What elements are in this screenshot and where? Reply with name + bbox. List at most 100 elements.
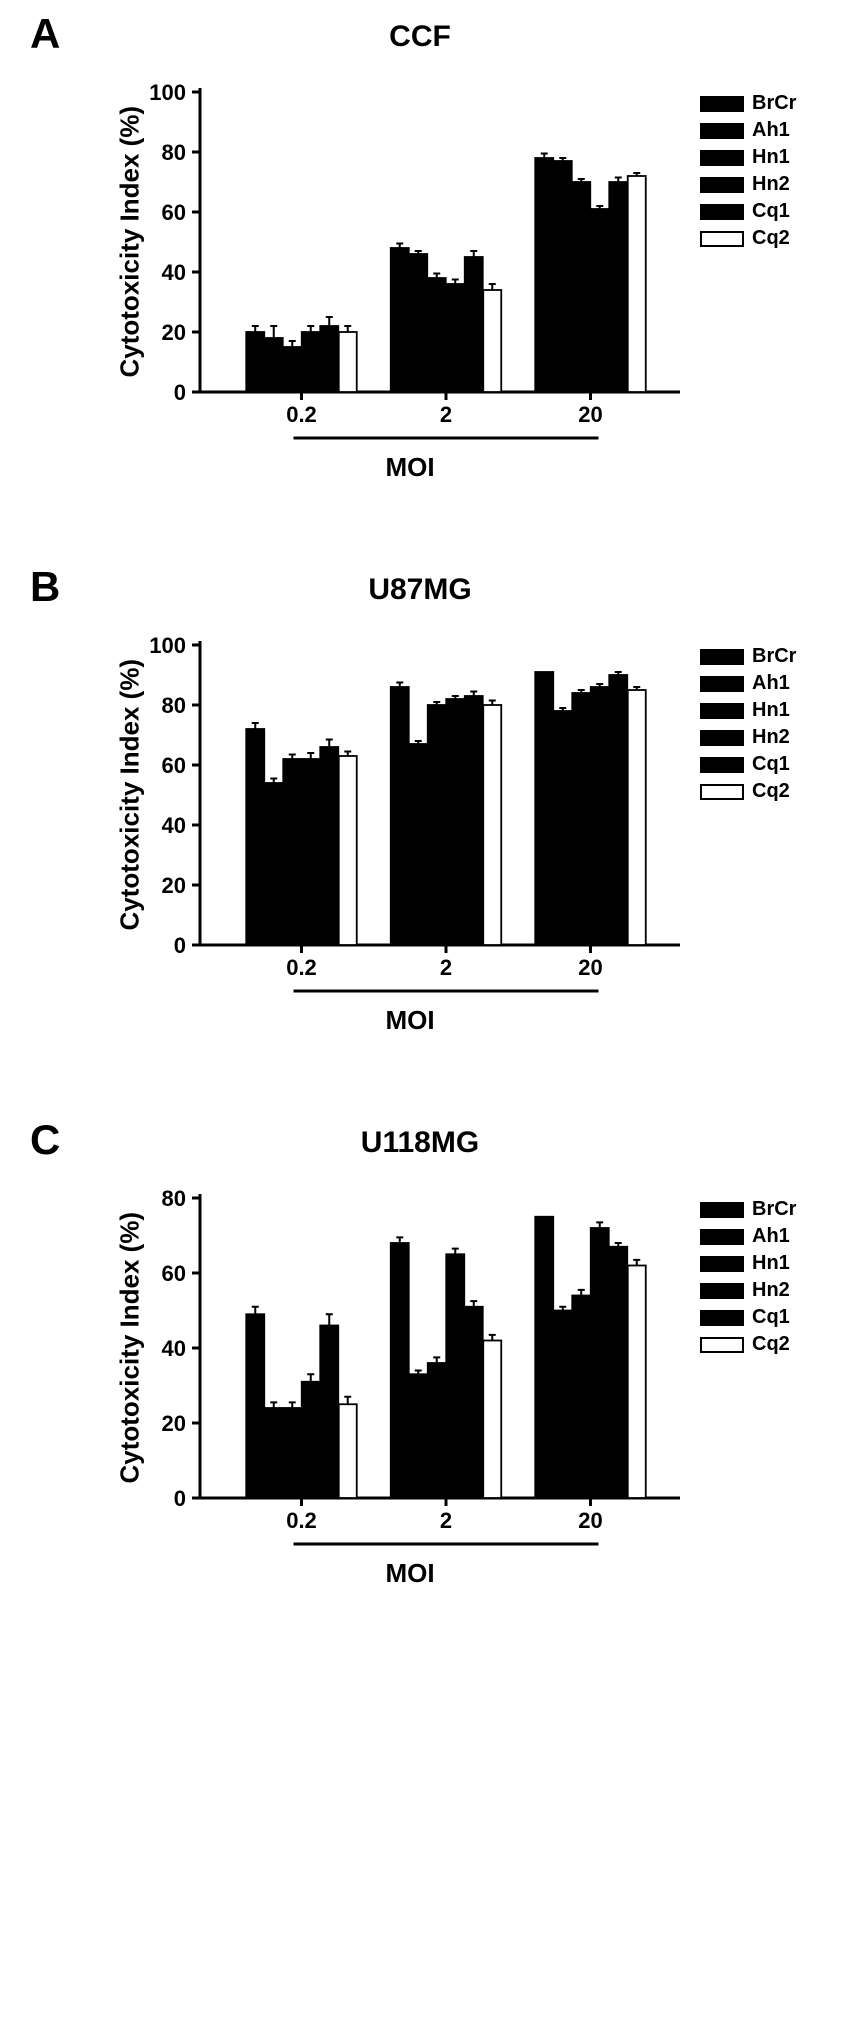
panel-A: A CCF Cytotoxicity Index (%) 02040608010… — [20, 20, 834, 483]
bar — [535, 158, 553, 392]
ytick-label: 0 — [174, 1486, 186, 1511]
legend-label: Hn2 — [752, 726, 790, 749]
legend-row: Cq2 — [700, 1333, 796, 1356]
bar — [628, 1266, 646, 1499]
ytick-label: 0 — [174, 933, 186, 958]
ytick-label: 40 — [162, 260, 186, 285]
bar — [572, 693, 590, 945]
bar — [391, 248, 409, 392]
legend-row: BrCr — [700, 1198, 796, 1221]
bar — [554, 161, 572, 392]
legend-label: Cq2 — [752, 1333, 790, 1356]
legend-label: Hn1 — [752, 146, 790, 169]
legend-row: Cq1 — [700, 753, 796, 776]
bar — [409, 744, 427, 945]
y-axis-label: Cytotoxicity Index (%) — [115, 138, 146, 378]
legend-swatch — [700, 757, 744, 773]
panel-title: U87MG — [140, 573, 700, 607]
bar — [628, 690, 646, 945]
bar — [609, 1247, 627, 1498]
legend-label: Hn2 — [752, 173, 790, 196]
legend-label: Hn2 — [752, 1279, 790, 1302]
legend: BrCr Ah1 Hn1 Hn2 Cq1 Cq2 — [700, 645, 796, 807]
bar — [302, 759, 320, 945]
bar — [409, 1374, 427, 1498]
bar — [609, 182, 627, 392]
legend-row: Cq2 — [700, 780, 796, 803]
legend-label: Cq1 — [752, 1306, 790, 1329]
legend-label: Hn1 — [752, 699, 790, 722]
ytick-label: 40 — [162, 813, 186, 838]
ytick-label: 60 — [162, 753, 186, 778]
legend-row: Cq1 — [700, 200, 796, 223]
bar — [391, 687, 409, 945]
xtick-label: 2 — [440, 1508, 452, 1533]
panel-letter: A — [30, 10, 60, 58]
bar — [628, 176, 646, 392]
legend-label: BrCr — [752, 645, 796, 668]
legend-label: BrCr — [752, 1198, 796, 1221]
panel-letter: C — [30, 1116, 60, 1164]
legend-label: Cq2 — [752, 227, 790, 250]
ytick-label: 60 — [162, 1261, 186, 1286]
bar — [591, 687, 609, 945]
bar — [339, 332, 357, 392]
legend-swatch — [700, 204, 744, 220]
legend-swatch — [700, 1202, 744, 1218]
legend-label: Ah1 — [752, 119, 790, 142]
legend-swatch — [700, 703, 744, 719]
bar — [246, 1314, 264, 1498]
x-axis-label: MOI — [130, 1558, 690, 1589]
xtick-label: 20 — [578, 955, 602, 980]
legend-swatch — [700, 676, 744, 692]
bar — [535, 672, 553, 945]
bar — [554, 1311, 572, 1499]
xtick-label: 0.2 — [286, 1508, 317, 1533]
legend-swatch — [700, 730, 744, 746]
legend-label: Ah1 — [752, 672, 790, 695]
legend-swatch — [700, 123, 744, 139]
bar — [483, 290, 501, 392]
bar — [320, 747, 338, 945]
legend-row: Ah1 — [700, 1225, 796, 1248]
bar — [283, 759, 301, 945]
legend-swatch — [700, 1337, 744, 1353]
legend-swatch — [700, 1310, 744, 1326]
bar — [609, 675, 627, 945]
bar — [339, 756, 357, 945]
legend: BrCr Ah1 Hn1 Hn2 Cq1 Cq2 — [700, 92, 796, 254]
legend-label: BrCr — [752, 92, 796, 115]
bar — [483, 1341, 501, 1499]
legend-row: Ah1 — [700, 119, 796, 142]
legend-row: BrCr — [700, 92, 796, 115]
legend-row: Ah1 — [700, 672, 796, 695]
bar — [391, 1243, 409, 1498]
bar — [246, 729, 264, 945]
bar — [535, 1217, 553, 1498]
ytick-label: 60 — [162, 200, 186, 225]
plot-svg: 0204060801000.2220 — [130, 72, 690, 452]
bar — [339, 1404, 357, 1498]
ytick-label: 20 — [162, 873, 186, 898]
legend-swatch — [700, 150, 744, 166]
bar — [428, 278, 446, 392]
bar — [283, 1408, 301, 1498]
bar — [283, 347, 301, 392]
legend-swatch — [700, 784, 744, 800]
ytick-label: 80 — [162, 140, 186, 165]
xtick-label: 2 — [440, 402, 452, 427]
bar — [465, 696, 483, 945]
legend-swatch — [700, 231, 744, 247]
legend-label: Cq1 — [752, 753, 790, 776]
x-axis-label: MOI — [130, 452, 690, 483]
bar — [246, 332, 264, 392]
legend: BrCr Ah1 Hn1 Hn2 Cq1 Cq2 — [700, 1198, 796, 1360]
plot-svg: 0204060800.2220 — [130, 1178, 690, 1558]
bar — [428, 705, 446, 945]
ytick-label: 100 — [149, 633, 186, 658]
legend-row: Hn1 — [700, 1252, 796, 1275]
legend-label: Cq1 — [752, 200, 790, 223]
bar — [320, 326, 338, 392]
ytick-label: 20 — [162, 1411, 186, 1436]
ytick-label: 80 — [162, 693, 186, 718]
